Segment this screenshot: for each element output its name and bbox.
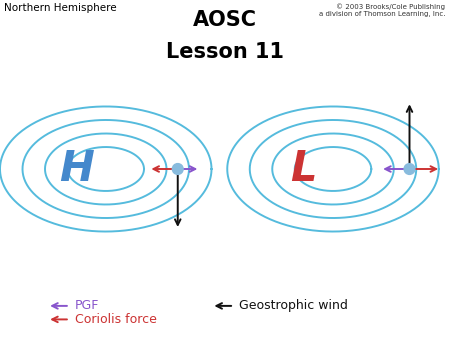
- Text: Coriolis force: Coriolis force: [75, 313, 157, 326]
- Text: L: L: [291, 148, 317, 190]
- Text: Lesson 11: Lesson 11: [166, 42, 284, 62]
- Ellipse shape: [404, 164, 415, 174]
- Text: H: H: [59, 148, 94, 190]
- Text: AOSC: AOSC: [193, 10, 257, 30]
- Text: PGF: PGF: [75, 299, 99, 312]
- Ellipse shape: [172, 164, 183, 174]
- Text: Geostrophic wind: Geostrophic wind: [239, 299, 348, 312]
- Text: Northern Hemisphere: Northern Hemisphere: [4, 3, 117, 14]
- Text: © 2003 Brooks/Cole Publishing
a division of Thomson Learning, Inc.: © 2003 Brooks/Cole Publishing a division…: [319, 3, 446, 17]
